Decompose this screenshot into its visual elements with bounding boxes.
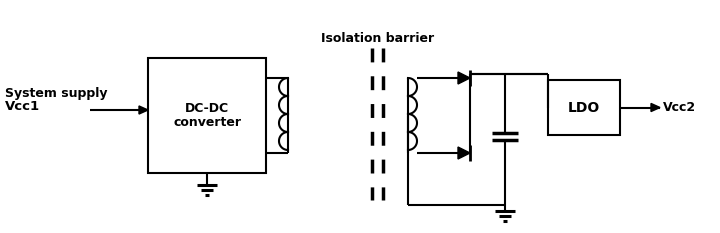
Polygon shape bbox=[651, 103, 660, 112]
Text: System supply: System supply bbox=[5, 86, 107, 99]
Polygon shape bbox=[458, 72, 470, 84]
Polygon shape bbox=[458, 147, 470, 159]
Text: Vcc2: Vcc2 bbox=[663, 101, 696, 114]
Text: DC-DC
converter: DC-DC converter bbox=[173, 102, 241, 130]
Polygon shape bbox=[139, 106, 148, 114]
Text: Vcc1: Vcc1 bbox=[5, 100, 40, 113]
Text: Isolation barrier: Isolation barrier bbox=[321, 31, 434, 45]
Text: LDO: LDO bbox=[568, 100, 600, 114]
Bar bbox=[148, 58, 266, 173]
Bar bbox=[548, 80, 620, 135]
